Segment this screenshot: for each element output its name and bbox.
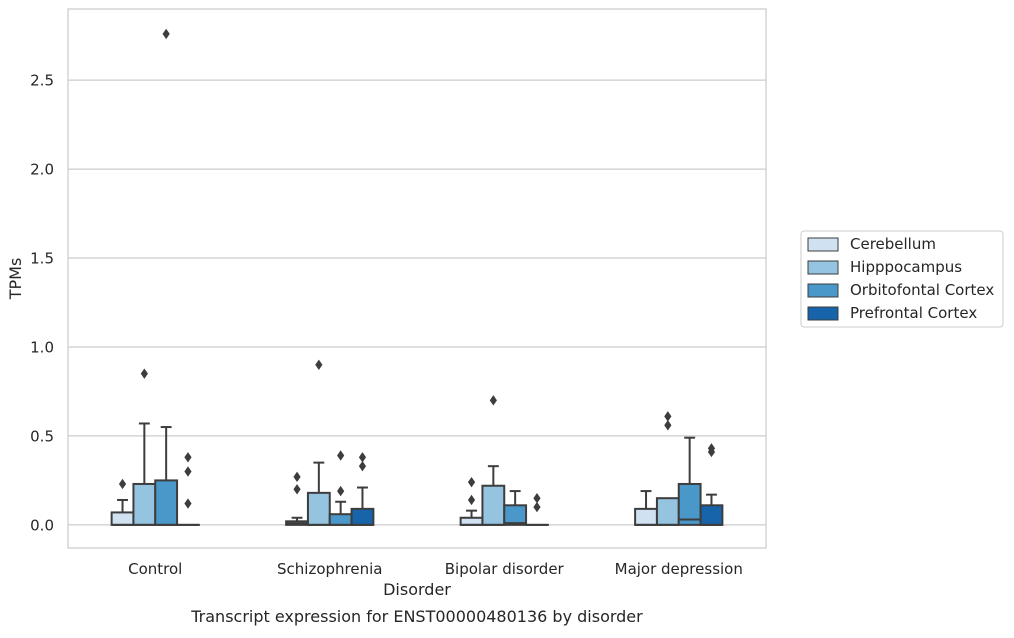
y-tick-label: 0.5	[30, 427, 54, 445]
outlier-point	[184, 498, 191, 508]
box	[701, 505, 723, 525]
y-tick-label: 1.5	[30, 250, 54, 268]
box	[308, 493, 330, 525]
box-group	[308, 360, 330, 525]
outlier-point	[119, 479, 126, 489]
box-group	[177, 452, 199, 525]
box-group	[504, 491, 526, 525]
box	[155, 480, 177, 524]
box	[330, 514, 352, 525]
outlier-point	[337, 450, 344, 460]
outlier-point	[184, 452, 191, 462]
outlier-point	[337, 486, 344, 496]
box-group	[133, 368, 155, 524]
box	[461, 518, 483, 525]
box	[657, 498, 679, 525]
box-group	[701, 443, 723, 525]
outlier-point	[141, 368, 148, 378]
legend-swatch	[808, 238, 838, 251]
outlier-point	[533, 502, 540, 512]
plot-frame	[68, 9, 766, 548]
box-group	[482, 395, 504, 525]
x-tick-label: Control	[128, 560, 182, 578]
legend-item: Cerebellum	[808, 235, 936, 253]
box-group	[526, 493, 548, 525]
outlier-point	[163, 29, 170, 39]
legend: Cerebellum Hipppocampus Orbitofontal Corte…	[801, 231, 1003, 327]
outlier-point	[315, 360, 322, 370]
box	[112, 512, 134, 524]
box-group	[155, 29, 177, 525]
outlier-point	[468, 495, 475, 505]
legend-label: Hipppocampus	[850, 258, 962, 276]
outlier-point	[359, 452, 366, 462]
outlier-point	[184, 466, 191, 476]
box	[352, 509, 374, 525]
x-axis-label: Disorder	[383, 580, 451, 599]
y-tick-label: 1.0	[30, 338, 54, 356]
y-tick-labels: 0.0 0.5 1.0 1.5 2.0 2.5	[30, 72, 54, 535]
legend-item: Prefrontal Cortex	[808, 304, 977, 322]
outlier-point	[293, 484, 300, 494]
legend-item: Hipppocampus	[808, 258, 962, 276]
legend-label: Orbitofontal Cortex	[850, 281, 994, 299]
box-group	[286, 472, 308, 525]
box-group	[635, 491, 657, 525]
box-group	[657, 411, 679, 525]
y-tick-label: 0.0	[30, 516, 54, 534]
box	[133, 484, 155, 525]
y-tick-label: 2.0	[30, 161, 54, 179]
box	[635, 509, 657, 525]
legend-item: Orbitofontal Cortex	[808, 281, 994, 299]
outlier-point	[468, 477, 475, 487]
x-tick-label: Schizophrenia	[277, 560, 382, 578]
x-tick-label: Major depression	[615, 560, 743, 578]
legend-label: Cerebellum	[850, 235, 936, 253]
box-group	[679, 438, 701, 525]
box	[482, 486, 504, 525]
chart-caption: Transcript expression for ENST0000048013…	[190, 607, 643, 626]
y-tick-label: 2.5	[30, 72, 54, 90]
grid-layer	[68, 80, 766, 525]
legend-swatch	[808, 261, 838, 274]
y-axis-label: TPMs	[6, 258, 25, 301]
box	[504, 505, 526, 525]
outlier-point	[359, 461, 366, 471]
legend-swatch	[808, 284, 838, 297]
box-group	[461, 477, 483, 525]
legend-swatch	[808, 307, 838, 320]
outlier-point	[533, 493, 540, 503]
x-tick-labels: Control Schizophrenia Bipolar disorder Majo…	[128, 560, 743, 578]
outlier-point	[664, 411, 671, 421]
legend-label: Prefrontal Cortex	[850, 304, 977, 322]
x-tick-label: Bipolar disorder	[445, 560, 565, 578]
outlier-point	[664, 420, 671, 430]
box-group	[352, 452, 374, 525]
box-group	[330, 450, 352, 525]
outlier-point	[490, 395, 497, 405]
plot-layer	[112, 29, 723, 525]
outlier-point	[293, 472, 300, 482]
box-group	[112, 479, 134, 525]
